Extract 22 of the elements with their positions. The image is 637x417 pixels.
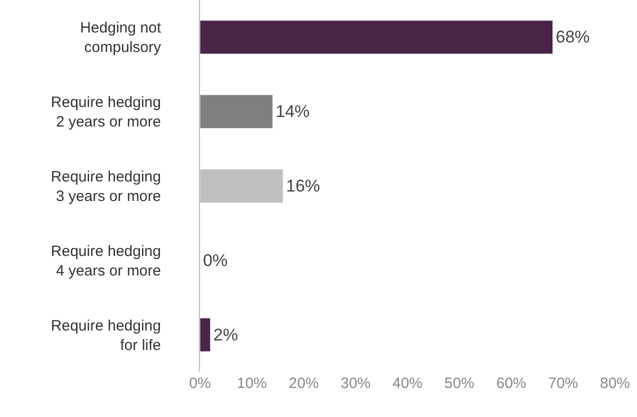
bar	[200, 20, 553, 54]
bar	[200, 318, 211, 352]
x-tick-label: 80%	[600, 375, 630, 392]
y-tick-label: Require hedging for life	[50, 317, 161, 354]
data-label: 2%	[213, 325, 238, 344]
x-tick-label: 30%	[340, 375, 371, 392]
bar	[200, 94, 273, 129]
y-tick-label: Require hedging 3 years or more	[50, 168, 161, 205]
x-tick-label: 40%	[392, 375, 423, 392]
x-tick-label: 50%	[444, 375, 474, 392]
data-label: 0%	[203, 250, 228, 270]
x-tick-label: 0%	[189, 375, 211, 392]
y-tick-label: Hedging not compulsory	[80, 20, 162, 56]
data-label: 68%	[556, 28, 590, 47]
x-tick-label: 20%	[288, 375, 319, 392]
y-tick-label: Require hedging 4 years or more	[50, 242, 161, 280]
data-label: 14%	[276, 102, 310, 122]
y-tick-label: Require hedging 2 years or more	[50, 94, 161, 131]
x-tick-label: 70%	[548, 375, 578, 392]
x-tick-label: 60%	[496, 375, 526, 392]
data-label: 16%	[286, 176, 320, 196]
x-tick-label: 10%	[236, 375, 267, 392]
